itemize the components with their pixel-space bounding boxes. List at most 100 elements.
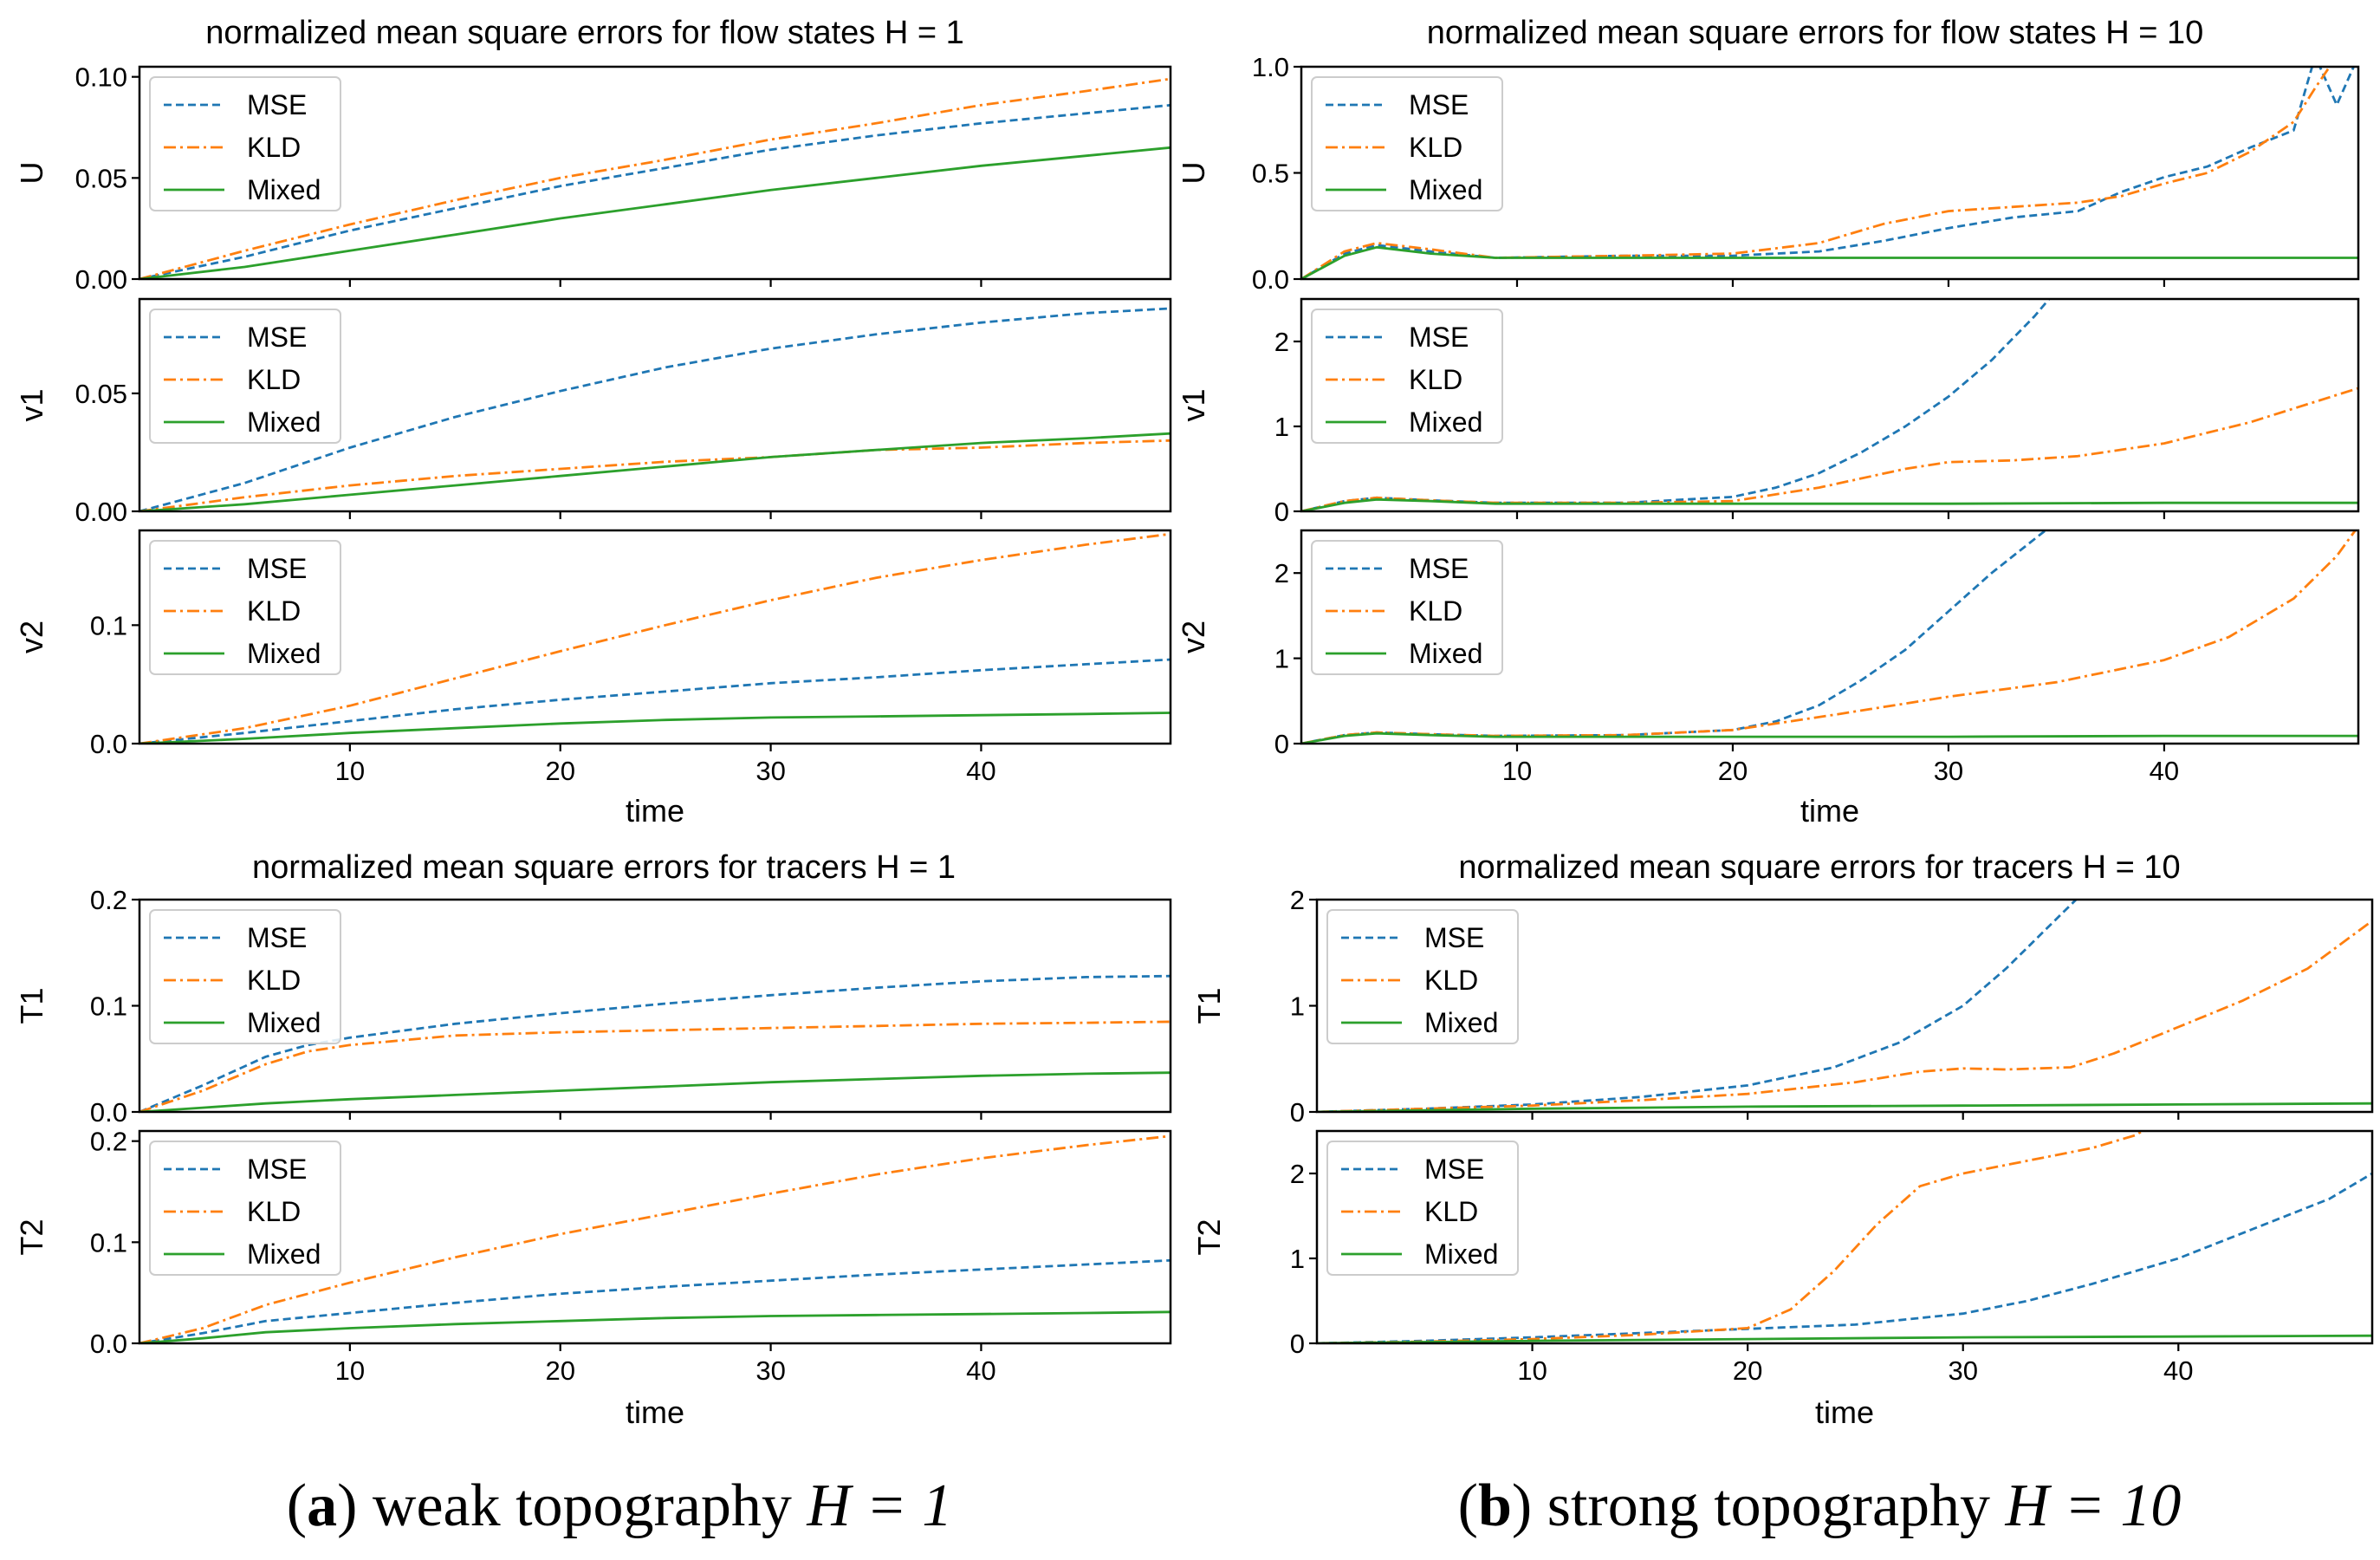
legend: MSE KLD Mixed	[149, 1141, 341, 1276]
legend: MSE KLD Mixed	[1311, 540, 1503, 675]
legend-box	[1311, 76, 1503, 211]
x-axis-label: time	[626, 793, 684, 829]
panel-T1: 0 1 2 T1 MSE KLD Mixed	[1191, 885, 2374, 1128]
y-tick-label: 2	[1290, 885, 1305, 915]
y-axis-label: T1	[14, 987, 49, 1024]
chart-title: normalized mean square errors for flow s…	[1427, 15, 2204, 51]
legend-mixed-label: Mixed	[1409, 406, 1482, 438]
y-axis-label: T1	[1191, 987, 1227, 1024]
legend-kld-label: KLD	[247, 132, 301, 163]
legend-box	[1326, 909, 1519, 1044]
legend-box	[149, 76, 341, 211]
panel-U: 0.00 0.05 0.10 U MSE KLD Mixed	[14, 62, 1172, 295]
y-tick-label: 0.5	[1252, 159, 1289, 189]
y-tick-label: 0	[1274, 497, 1289, 527]
chart-a-tracers: normalized mean square errors for tracer…	[14, 849, 1172, 1430]
y-axis-label: U	[14, 162, 49, 185]
series-group	[139, 974, 1171, 1112]
legend-kld-label: KLD	[1409, 132, 1462, 163]
series-group	[1301, 67, 2358, 279]
y-tick-label: 0.05	[75, 379, 127, 409]
legend-mixed-label: Mixed	[1409, 174, 1482, 205]
panel-T2: 0.0 0.1 0.2 T2 10 20 30 40 MSE KLD Mixed	[14, 1127, 1172, 1386]
legend-kld-label: KLD	[1424, 1196, 1478, 1227]
series-kld-line	[1317, 920, 2372, 1112]
series-mse-line	[1301, 530, 2048, 744]
x-axis-label: time	[1800, 793, 1859, 829]
caption-a-text: weak topography	[373, 1472, 792, 1539]
y-tick-label: 0.0	[90, 1329, 127, 1359]
legend-mixed-label: Mixed	[247, 174, 321, 205]
legend: MSE KLD Mixed	[1311, 76, 1503, 211]
y-axis-label: v1	[14, 388, 49, 421]
plot-frame	[1300, 529, 2360, 745]
y-axis-label: T2	[1191, 1219, 1227, 1255]
series-mse-line	[139, 103, 1171, 279]
caption-a-formula: H = 1	[806, 1472, 952, 1539]
y-tick-label: 0	[1290, 1097, 1305, 1128]
legend-mixed-label: Mixed	[247, 1007, 321, 1038]
caption-a: (a) weak topography H = 1	[287, 1472, 952, 1539]
series-mse-line	[139, 1258, 1171, 1343]
y-tick-label: 1	[1290, 991, 1305, 1022]
legend-mse-label: MSE	[247, 553, 307, 584]
x-tick-label: 10	[335, 1355, 365, 1386]
x-tick-label: 30	[756, 1355, 785, 1386]
chart-a-flow: normalized mean square errors for flow s…	[14, 15, 1172, 829]
series-mixed-line	[1301, 245, 2358, 279]
legend-mse-label: MSE	[1409, 322, 1469, 353]
legend: MSE KLD Mixed	[1326, 909, 1519, 1044]
panel-v1: 0 1 2 v1 MSE KLD Mixed	[1176, 297, 2360, 527]
series-mse-line	[139, 658, 1171, 744]
y-tick-label: 2	[1274, 558, 1289, 588]
x-tick-label: 40	[966, 756, 995, 786]
y-tick-label: 0.0	[90, 1097, 127, 1128]
y-tick-label: 0.1	[90, 1227, 127, 1258]
y-tick-label: 0	[1290, 1329, 1305, 1359]
y-tick-label: 0.05	[75, 163, 127, 193]
y-tick-label: 1	[1290, 1244, 1305, 1274]
legend-mixed-label: Mixed	[1409, 638, 1482, 669]
legend-mse-label: MSE	[247, 1154, 307, 1185]
series-kld-line	[139, 532, 1171, 744]
legend-kld-label: KLD	[1424, 965, 1478, 996]
series-kld-line	[139, 1020, 1171, 1112]
chart-b-tracers: normalized mean square errors for tracer…	[1191, 849, 2374, 1430]
legend-mixed-label: Mixed	[247, 1238, 321, 1270]
legend-mse-label: MSE	[247, 322, 307, 353]
legend: MSE KLD Mixed	[1326, 1141, 1519, 1276]
legend-box	[149, 540, 341, 675]
y-axis-label: v2	[14, 621, 49, 653]
x-tick-label: 20	[1718, 756, 1748, 786]
series-group	[1301, 530, 2358, 744]
y-tick-label: 0.1	[90, 610, 127, 640]
legend: MSE KLD Mixed	[149, 76, 341, 211]
legend-box	[149, 909, 341, 1044]
y-tick-label: 1	[1274, 412, 1289, 442]
plot-frame	[138, 65, 1172, 281]
series-group	[139, 532, 1171, 744]
series-kld-line	[139, 77, 1171, 279]
y-tick-label: 0.0	[90, 729, 127, 759]
chart-title: normalized mean square errors for flow s…	[205, 15, 963, 51]
x-tick-label: 10	[1517, 1355, 1547, 1386]
legend: MSE KLD Mixed	[149, 309, 341, 444]
series-kld-line	[139, 1134, 1171, 1343]
legend-box	[149, 1141, 341, 1276]
x-tick-label: 10	[335, 756, 365, 786]
series-group	[139, 307, 1171, 511]
series-mixed-line	[1301, 497, 2358, 511]
y-tick-label: 1	[1274, 644, 1289, 674]
plot-frame	[1300, 297, 2360, 513]
x-tick-label: 40	[2150, 756, 2179, 786]
legend-mse-label: MSE	[1409, 89, 1469, 120]
panel-T1: 0.0 0.1 0.2 T1 MSE KLD Mixed	[14, 885, 1172, 1128]
x-tick-label: 10	[1502, 756, 1532, 786]
legend-box	[1311, 309, 1503, 444]
series-group	[139, 77, 1171, 279]
legend-kld-label: KLD	[247, 595, 301, 627]
legend-mse-label: MSE	[1424, 922, 1484, 953]
charts-layer: normalized mean square errors for flow s…	[14, 15, 2374, 1430]
x-tick-label: 30	[1934, 756, 1963, 786]
